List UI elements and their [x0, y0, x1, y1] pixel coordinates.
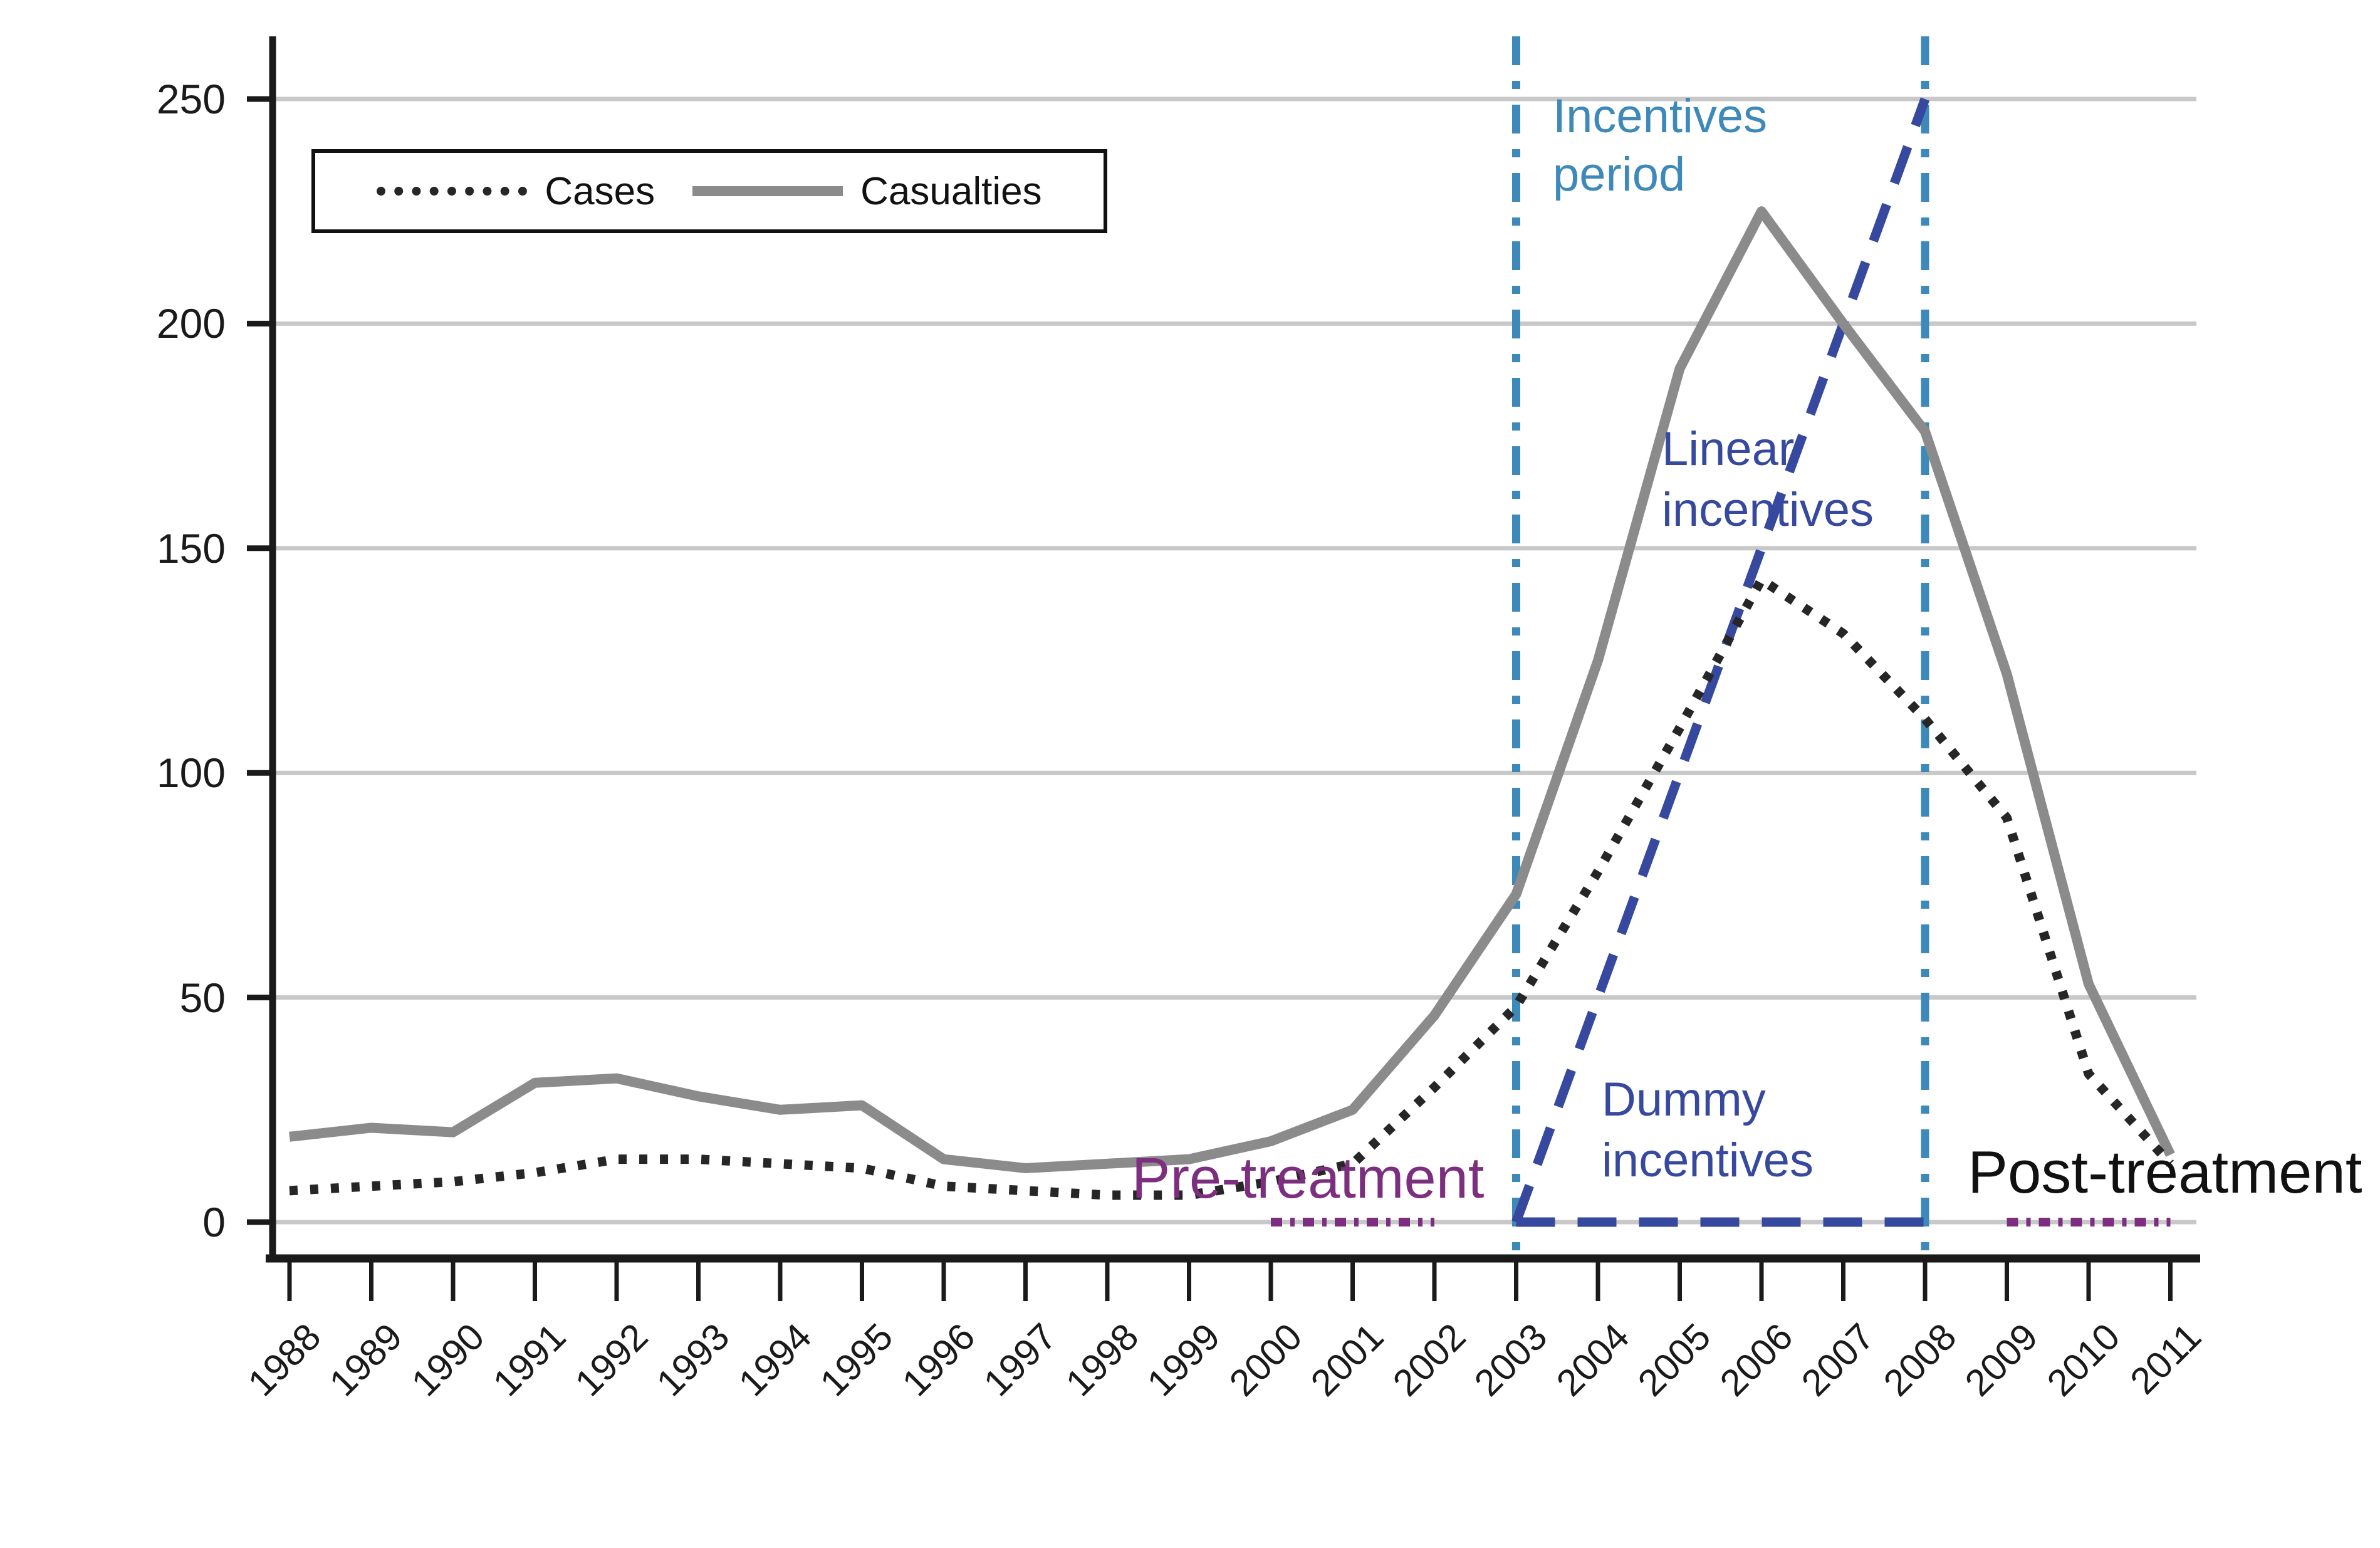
y-tick-label-0: 0	[202, 1199, 226, 1245]
annotation-pre-treatment: Pre-treatment	[1132, 1146, 1485, 1210]
annotation-linear-incentives: Linear incentives	[1662, 422, 1874, 537]
legend-box: Cases Casualties	[311, 149, 1107, 233]
y-tick-label-200: 200	[156, 300, 226, 347]
legend-label-cases: Cases	[545, 169, 655, 213]
y-tick-label-100: 100	[156, 750, 226, 797]
y-tick-label-150: 150	[156, 525, 226, 572]
cases-line-sample-icon	[377, 187, 528, 196]
y-tick-label-250: 250	[156, 76, 226, 122]
legend-entry-cases: Cases	[377, 169, 655, 214]
annotation-dummy-incentives: Dummy incentives	[1602, 1073, 1814, 1188]
legend-label-casualties: Casualties	[860, 169, 1042, 213]
annotation-incentives-period: Incentives period	[1553, 90, 1768, 201]
legend-entry-casualties: Casualties	[692, 169, 1042, 214]
casualties-line-sample-icon	[692, 186, 843, 196]
y-tick-label-50: 50	[179, 974, 226, 1021]
annotation-post-treatment: Post-treatment	[1968, 1139, 2362, 1206]
